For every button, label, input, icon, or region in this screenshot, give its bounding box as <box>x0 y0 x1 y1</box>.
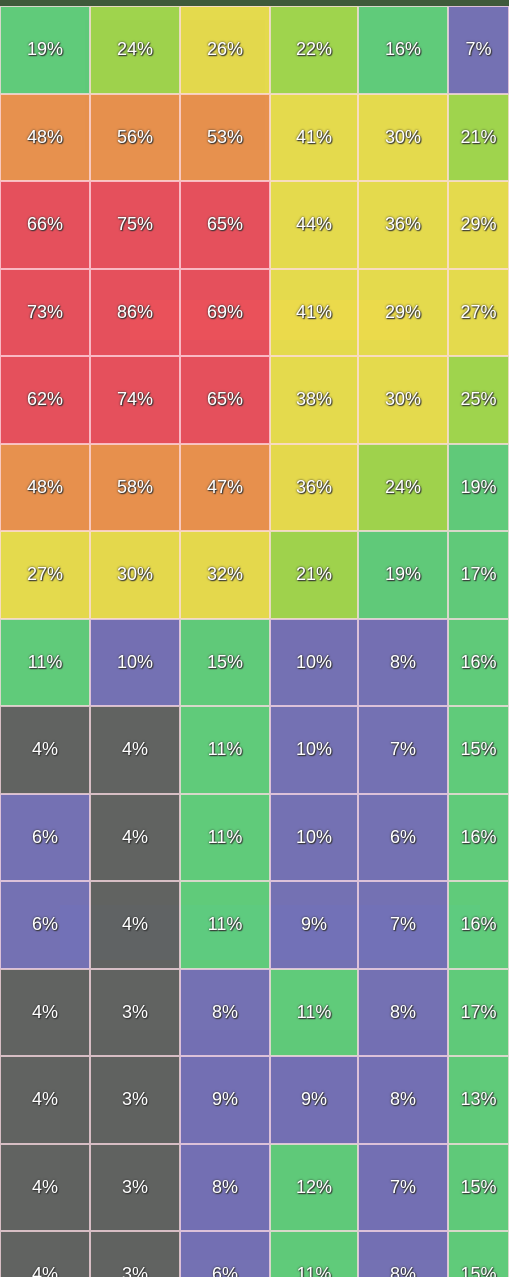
heat-cell: 7% <box>358 1144 448 1232</box>
heat-cell: 15% <box>448 1144 509 1232</box>
heat-cell: 7% <box>358 706 448 794</box>
heat-cell: 30% <box>358 356 448 444</box>
heat-cell: 27% <box>0 531 90 619</box>
heat-cell: 17% <box>448 531 509 619</box>
heat-cell: 3% <box>90 1056 180 1144</box>
heat-cell: 56% <box>90 94 180 182</box>
heat-cell: 19% <box>358 531 448 619</box>
heat-cell: 8% <box>358 619 448 707</box>
heat-cell: 6% <box>180 1231 270 1277</box>
heat-cell: 44% <box>270 181 358 269</box>
heat-cell: 58% <box>90 444 180 532</box>
heat-cell: 66% <box>0 181 90 269</box>
heat-cell: 3% <box>90 1231 180 1277</box>
heat-cell: 21% <box>270 531 358 619</box>
heat-cell: 8% <box>180 969 270 1057</box>
heat-cell: 6% <box>358 794 448 882</box>
heat-cell: 4% <box>0 969 90 1057</box>
heat-cell: 11% <box>0 619 90 707</box>
heat-cell: 65% <box>180 181 270 269</box>
heat-cell: 8% <box>180 1144 270 1232</box>
heat-cell: 22% <box>270 6 358 94</box>
heat-cell: 11% <box>180 706 270 794</box>
heat-cell: 4% <box>90 706 180 794</box>
heat-cell: 65% <box>180 356 270 444</box>
heat-cell: 10% <box>270 619 358 707</box>
heat-cell: 13% <box>448 1056 509 1144</box>
heat-cell: 24% <box>90 6 180 94</box>
heat-cell: 48% <box>0 444 90 532</box>
heat-cell: 16% <box>358 6 448 94</box>
heat-cell: 8% <box>358 1231 448 1277</box>
heat-cell: 38% <box>270 356 358 444</box>
heat-cell: 21% <box>448 94 509 182</box>
heat-cell: 48% <box>0 94 90 182</box>
heat-cell: 10% <box>90 619 180 707</box>
heat-cell: 12% <box>270 1144 358 1232</box>
heat-cell: 27% <box>448 269 509 357</box>
heat-cell: 8% <box>358 969 448 1057</box>
heat-cell: 6% <box>0 794 90 882</box>
heat-cell: 6% <box>0 881 90 969</box>
heat-cell: 75% <box>90 181 180 269</box>
heat-cell: 15% <box>448 1231 509 1277</box>
heat-cell: 17% <box>448 969 509 1057</box>
heat-cell: 29% <box>358 269 448 357</box>
heat-cell: 8% <box>358 1056 448 1144</box>
heatmap-overlay: 19%24%26%22%16%7%48%56%53%41%30%21%66%75… <box>0 0 509 1277</box>
heat-cell: 4% <box>0 706 90 794</box>
heat-cell: 7% <box>448 6 509 94</box>
heat-cell: 19% <box>0 6 90 94</box>
heat-cell: 41% <box>270 94 358 182</box>
heat-cell: 11% <box>270 969 358 1057</box>
heat-cell: 47% <box>180 444 270 532</box>
heat-cell: 4% <box>0 1056 90 1144</box>
heat-cell: 69% <box>180 269 270 357</box>
heat-cell: 24% <box>358 444 448 532</box>
heat-cell: 4% <box>0 1144 90 1232</box>
heat-cell: 3% <box>90 1144 180 1232</box>
heat-cell: 25% <box>448 356 509 444</box>
heat-cell: 36% <box>358 181 448 269</box>
heat-cell: 4% <box>90 881 180 969</box>
heat-cell: 73% <box>0 269 90 357</box>
heat-cell: 11% <box>270 1231 358 1277</box>
heat-cell: 9% <box>270 1056 358 1144</box>
heat-cell: 10% <box>270 706 358 794</box>
heat-cell: 53% <box>180 94 270 182</box>
heat-cell: 9% <box>270 881 358 969</box>
heat-cell: 30% <box>358 94 448 182</box>
heat-cell: 62% <box>0 356 90 444</box>
heat-cell: 4% <box>90 794 180 882</box>
heat-cell: 74% <box>90 356 180 444</box>
heat-cell: 19% <box>448 444 509 532</box>
heat-cell: 41% <box>270 269 358 357</box>
heat-cell: 30% <box>90 531 180 619</box>
heat-cell: 86% <box>90 269 180 357</box>
heat-cell: 3% <box>90 969 180 1057</box>
heat-cell: 9% <box>180 1056 270 1144</box>
heat-cell: 4% <box>0 1231 90 1277</box>
heat-cell: 15% <box>180 619 270 707</box>
heat-cell: 26% <box>180 6 270 94</box>
page: 19%24%26%22%16%7%48%56%53%41%30%21%66%75… <box>0 0 509 1277</box>
heat-cell: 32% <box>180 531 270 619</box>
heat-cell: 16% <box>448 794 509 882</box>
heat-cell: 10% <box>270 794 358 882</box>
heat-cell: 16% <box>448 619 509 707</box>
heat-cell: 15% <box>448 706 509 794</box>
heat-cell: 29% <box>448 181 509 269</box>
heat-cell: 11% <box>180 794 270 882</box>
heat-cell: 7% <box>358 881 448 969</box>
heat-cell: 11% <box>180 881 270 969</box>
heat-cell: 36% <box>270 444 358 532</box>
heat-cell: 16% <box>448 881 509 969</box>
